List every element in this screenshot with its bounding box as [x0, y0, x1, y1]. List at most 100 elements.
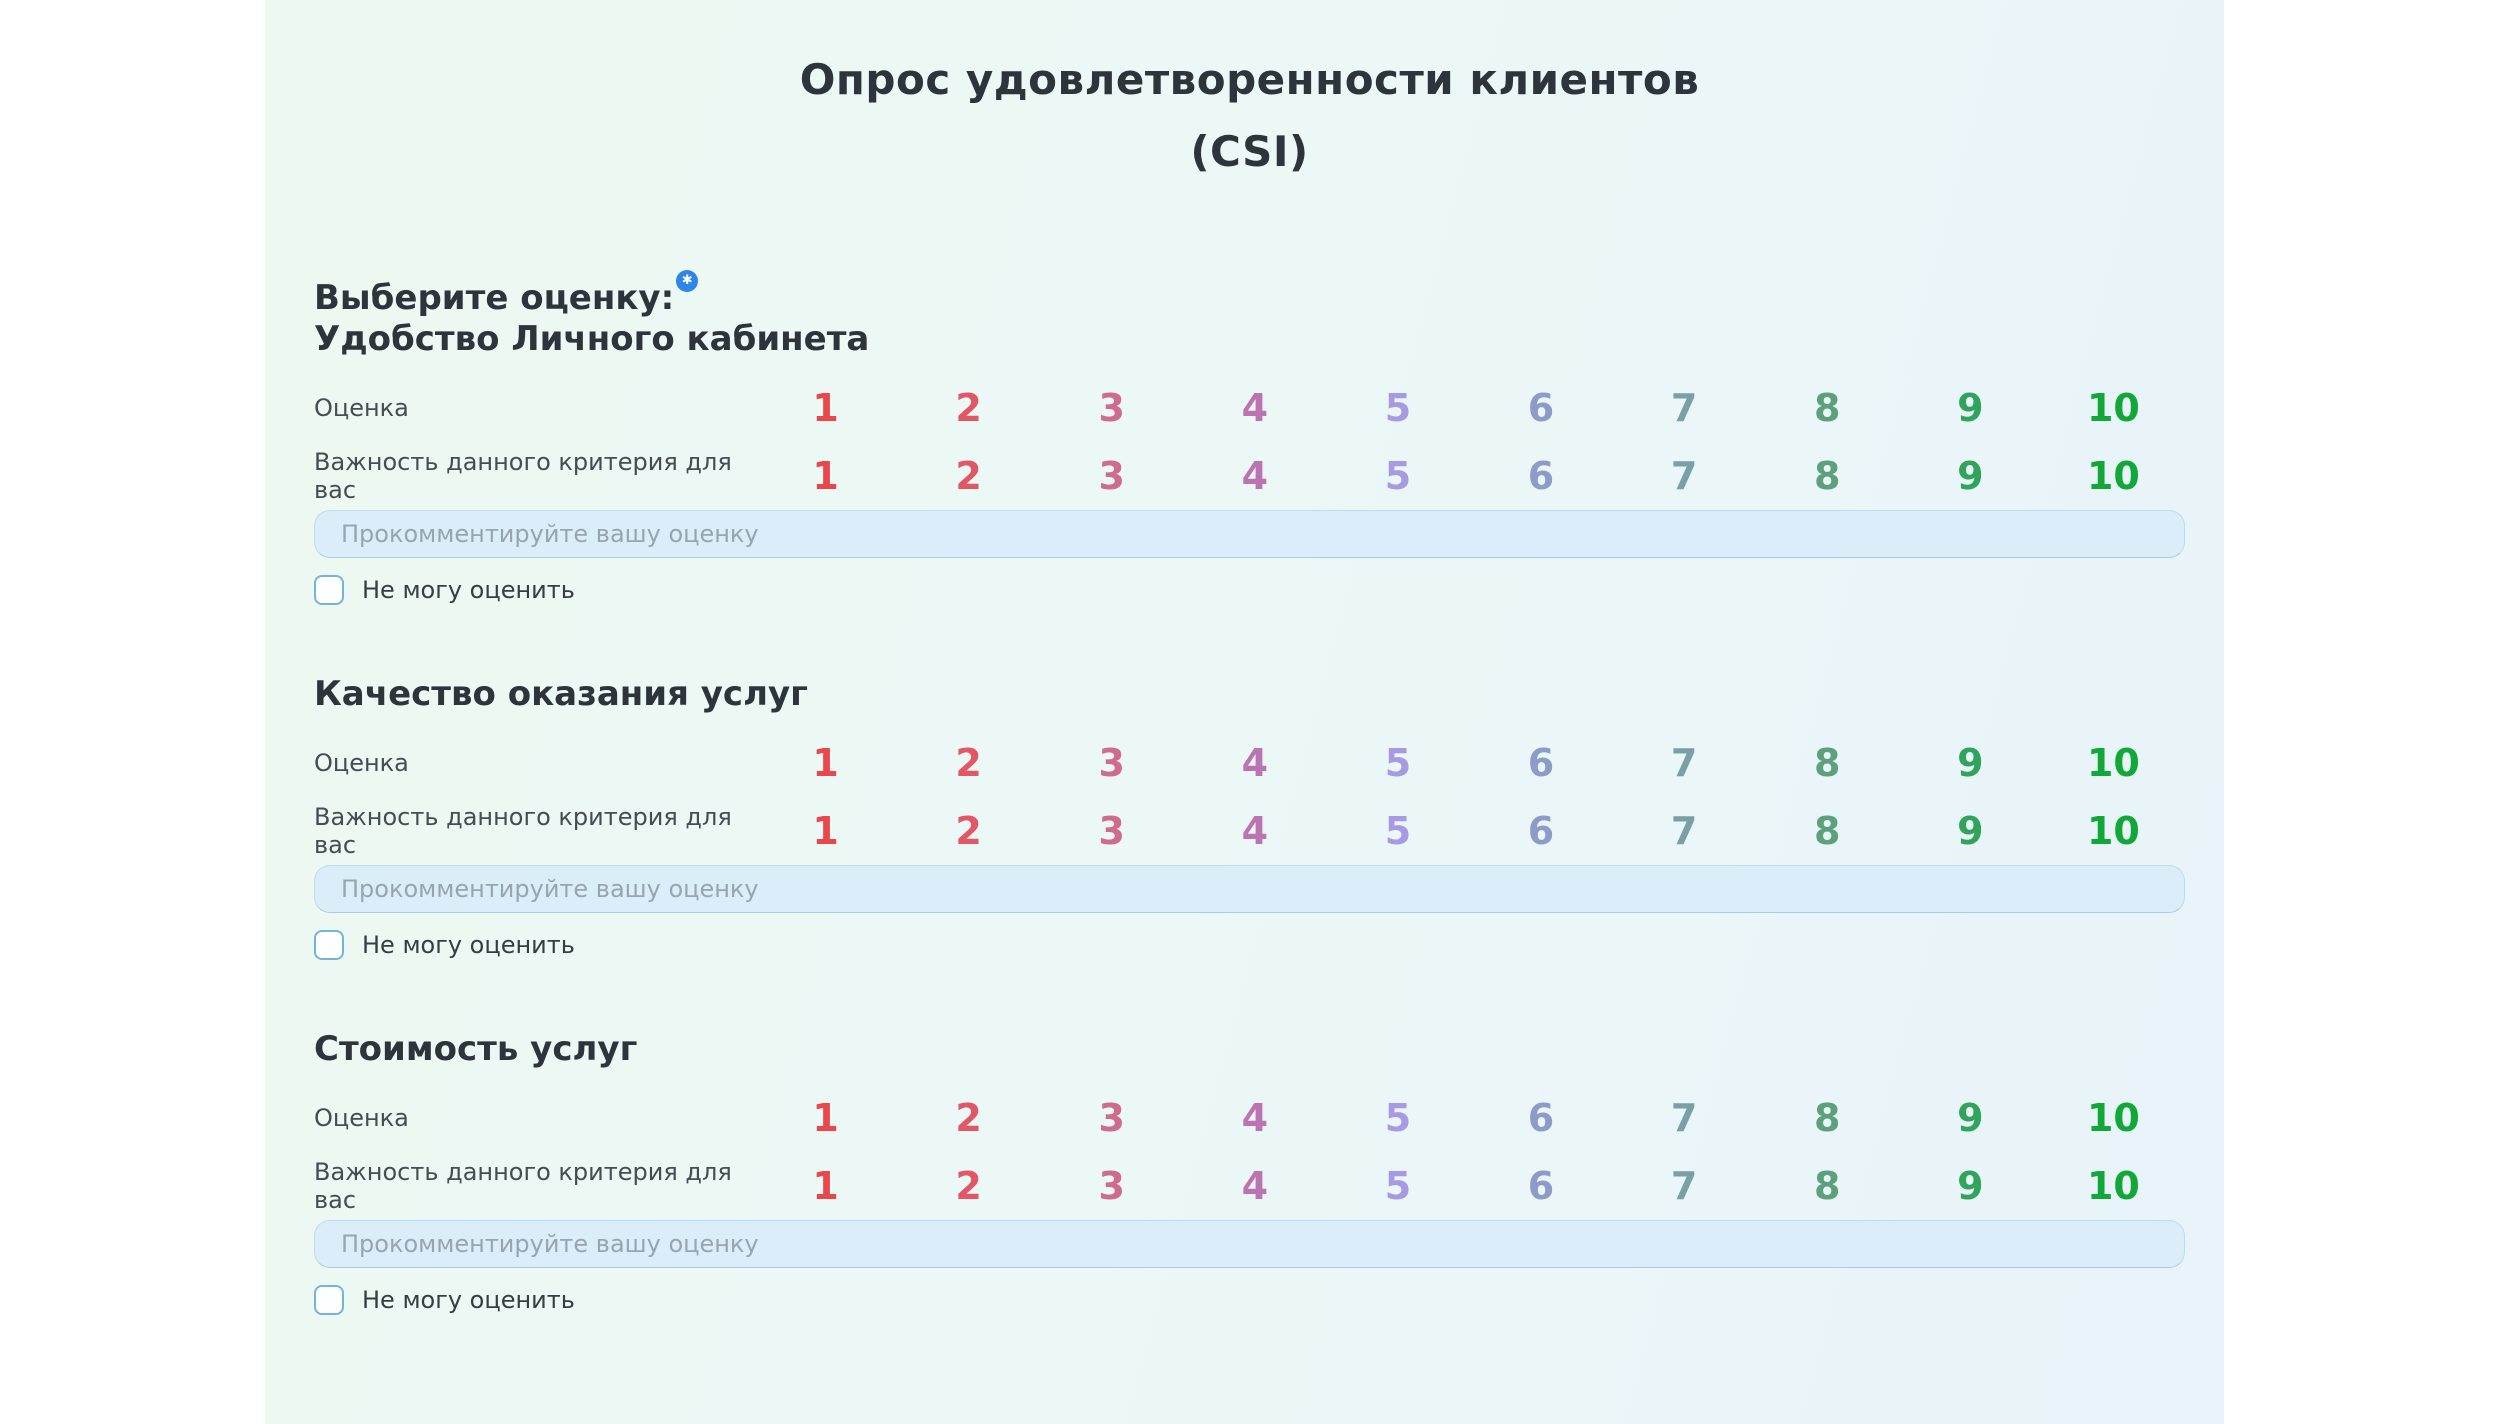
rating-option[interactable]: 8: [1813, 809, 1841, 853]
rating-option[interactable]: 2: [955, 386, 982, 430]
importance-label: Важность данного критерия для вас: [314, 448, 732, 504]
importance-row: Важность данного критерия для вас 1 2 3 4 5 6…: [314, 442, 2185, 510]
rating-option[interactable]: 3: [1098, 809, 1125, 853]
score-scale: 1 2 3 4 5 6 7 8 9 10: [754, 386, 2185, 430]
rating-option[interactable]: 4: [1241, 1096, 1269, 1140]
rating-option[interactable]: 8: [1813, 454, 1841, 498]
rating-option[interactable]: 6: [1527, 809, 1555, 853]
rating-option[interactable]: 1: [812, 1096, 839, 1140]
score-label: Оценка: [314, 394, 409, 422]
criterion-title: Удобство Личного кабинета: [314, 319, 870, 359]
rating-option[interactable]: 5: [1384, 454, 1412, 498]
rating-option[interactable]: 5: [1384, 809, 1412, 853]
importance-scale: 1 2 3 4 5 6 7 8 9 10: [754, 809, 2185, 853]
comment-input[interactable]: [314, 1220, 2185, 1268]
rating-option[interactable]: 9: [1957, 741, 1984, 785]
survey-panel: Опрос удовлетворенности клиентов (CSI) В…: [265, 0, 2224, 1424]
rating-option[interactable]: 5: [1384, 1096, 1412, 1140]
cannot-rate-label[interactable]: Не могу оценить: [362, 1286, 575, 1314]
importance-row: Важность данного критерия для вас 1 2 3 4 5 6…: [314, 797, 2185, 865]
rating-option[interactable]: 7: [1670, 809, 1698, 853]
rating-option[interactable]: 2: [955, 741, 982, 785]
importance-scale: 1 2 3 4 5 6 7 8 9 10: [754, 454, 2185, 498]
rating-option[interactable]: 10: [2086, 741, 2140, 785]
importance-label: Важность данного критерия для вас: [314, 1158, 732, 1214]
rating-option[interactable]: 7: [1670, 1096, 1698, 1140]
rating-option[interactable]: 6: [1527, 1096, 1555, 1140]
criterion-section: Удобство Личного кабинета Оценка 1 2 3 4 5 6 7…: [314, 318, 2185, 605]
rating-option[interactable]: 3: [1098, 741, 1125, 785]
survey-title-line1: Опрос удовлетворенности клиентов: [799, 55, 1700, 104]
importance-scale: 1 2 3 4 5 6 7 8 9 10: [754, 1164, 2185, 1208]
comment-input[interactable]: [314, 865, 2185, 913]
cannot-rate-row: Не могу оценить: [314, 1285, 2185, 1315]
comment-input[interactable]: [314, 510, 2185, 558]
rating-option[interactable]: 4: [1241, 454, 1269, 498]
rating-option[interactable]: 2: [955, 809, 982, 853]
rating-option[interactable]: 1: [812, 386, 839, 430]
rating-option[interactable]: 9: [1957, 809, 1984, 853]
rating-option[interactable]: 1: [812, 1164, 839, 1208]
score-label: Оценка: [314, 749, 409, 777]
rating-option[interactable]: 3: [1098, 454, 1125, 498]
rating-option[interactable]: 2: [955, 1096, 982, 1140]
rating-option[interactable]: 10: [2086, 809, 2140, 853]
rating-option[interactable]: 8: [1813, 741, 1841, 785]
rating-option[interactable]: 7: [1670, 386, 1698, 430]
rating-option[interactable]: 7: [1670, 454, 1698, 498]
cannot-rate-checkbox[interactable]: [314, 575, 344, 605]
rating-option[interactable]: 3: [1098, 1164, 1125, 1208]
rating-option[interactable]: 1: [812, 809, 839, 853]
score-scale: 1 2 3 4 5 6 7 8 9 10: [754, 1096, 2185, 1140]
score-scale: 1 2 3 4 5 6 7 8 9 10: [754, 741, 2185, 785]
rating-option[interactable]: 6: [1527, 386, 1555, 430]
rating-option[interactable]: 1: [812, 741, 839, 785]
rating-option[interactable]: 6: [1527, 741, 1555, 785]
criterion-section: Стоимость услуг Оценка 1 2 3 4 5 6 7 8 9 10 Важно…: [314, 1028, 2185, 1315]
rating-option[interactable]: 4: [1241, 809, 1269, 853]
choose-rating-label: Выберите оценку: ✱: [314, 270, 699, 318]
rating-option[interactable]: 3: [1098, 386, 1125, 430]
cannot-rate-checkbox[interactable]: [314, 930, 344, 960]
rating-option[interactable]: 1: [812, 454, 839, 498]
rating-option[interactable]: 10: [2086, 1096, 2140, 1140]
rating-option[interactable]: 5: [1384, 1164, 1412, 1208]
rating-option[interactable]: 9: [1957, 386, 1984, 430]
cannot-rate-row: Не могу оценить: [314, 930, 2185, 960]
rating-option[interactable]: 9: [1957, 1164, 1984, 1208]
rating-option[interactable]: 8: [1813, 386, 1841, 430]
cannot-rate-checkbox[interactable]: [314, 1285, 344, 1315]
cannot-rate-label[interactable]: Не могу оценить: [362, 576, 575, 604]
cannot-rate-row: Не могу оценить: [314, 575, 2185, 605]
score-row: Оценка 1 2 3 4 5 6 7 8 9 10: [314, 1084, 2185, 1152]
rating-option[interactable]: 6: [1527, 454, 1555, 498]
rating-option[interactable]: 4: [1241, 1164, 1269, 1208]
rating-option[interactable]: 9: [1957, 454, 1984, 498]
rating-option[interactable]: 8: [1813, 1096, 1841, 1140]
cannot-rate-label[interactable]: Не могу оценить: [362, 931, 575, 959]
score-label: Оценка: [314, 1104, 409, 1132]
rating-option[interactable]: 10: [2086, 454, 2140, 498]
rating-option[interactable]: 5: [1384, 386, 1412, 430]
rating-option[interactable]: 8: [1813, 1164, 1841, 1208]
rating-option[interactable]: 10: [2086, 386, 2140, 430]
rating-option[interactable]: 9: [1957, 1096, 1984, 1140]
criterion-title: Качество оказания услуг: [314, 674, 808, 714]
score-row: Оценка 1 2 3 4 5 6 7 8 9 10: [314, 374, 2185, 442]
rating-option[interactable]: 7: [1670, 741, 1698, 785]
rating-option[interactable]: 4: [1241, 386, 1269, 430]
asterisk-icon: ✱: [676, 270, 699, 292]
rating-option[interactable]: 6: [1527, 1164, 1555, 1208]
rating-option[interactable]: 2: [955, 454, 982, 498]
rating-option[interactable]: 5: [1384, 741, 1412, 785]
rating-option[interactable]: 2: [955, 1164, 982, 1208]
importance-row: Важность данного критерия для вас 1 2 3 4 5 6…: [314, 1152, 2185, 1220]
importance-label: Важность данного критерия для вас: [314, 803, 732, 859]
rating-option[interactable]: 10: [2086, 1164, 2140, 1208]
survey-title: Опрос удовлетворенности клиентов (CSI): [314, 44, 2185, 188]
rating-option[interactable]: 7: [1670, 1164, 1698, 1208]
score-row: Оценка 1 2 3 4 5 6 7 8 9 10: [314, 729, 2185, 797]
rating-option[interactable]: 4: [1241, 741, 1269, 785]
criterion-title: Стоимость услуг: [314, 1029, 638, 1069]
rating-option[interactable]: 3: [1098, 1096, 1125, 1140]
